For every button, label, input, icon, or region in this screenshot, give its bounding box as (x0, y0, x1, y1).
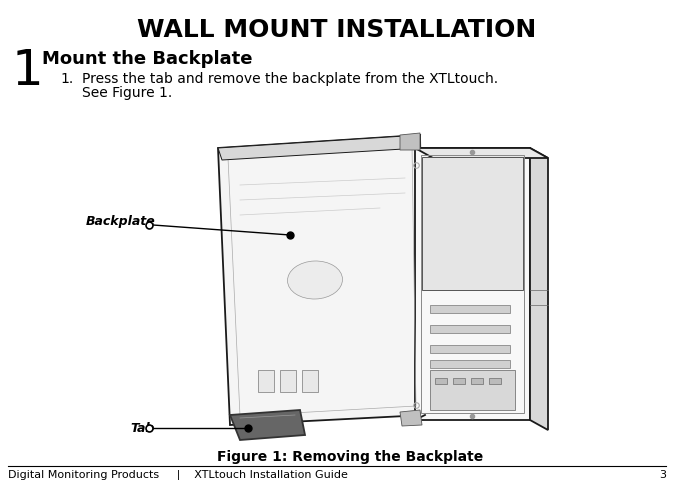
Polygon shape (400, 410, 422, 426)
Bar (258, 370, 274, 392)
Bar (430, 345, 510, 353)
Bar (430, 370, 515, 410)
Text: Mount the Backplate: Mount the Backplate (42, 50, 253, 68)
Bar (430, 325, 510, 333)
Text: Backplate: Backplate (85, 216, 155, 228)
Text: See Figure 1.: See Figure 1. (82, 86, 173, 100)
Text: 3: 3 (659, 470, 666, 480)
Polygon shape (218, 135, 425, 425)
Ellipse shape (288, 261, 342, 299)
Bar (430, 305, 510, 313)
Polygon shape (530, 148, 548, 430)
Polygon shape (230, 410, 305, 440)
Bar (435, 378, 447, 384)
Text: Tab: Tab (131, 421, 155, 434)
Polygon shape (415, 148, 548, 158)
Polygon shape (218, 135, 420, 160)
Bar (302, 370, 318, 392)
Text: Digital Monitoring Products     |    XTLtouch Installation Guide: Digital Monitoring Products | XTLtouch I… (8, 470, 348, 480)
Bar (489, 378, 501, 384)
Bar (471, 378, 483, 384)
Polygon shape (422, 157, 523, 290)
Bar (430, 360, 510, 368)
Polygon shape (415, 148, 530, 420)
Text: Press the tab and remove the backplate from the XTLtouch.: Press the tab and remove the backplate f… (82, 72, 498, 86)
Text: 1.: 1. (60, 72, 73, 86)
Bar (453, 378, 465, 384)
Text: WALL MOUNT INSTALLATION: WALL MOUNT INSTALLATION (137, 18, 537, 42)
Bar (280, 370, 296, 392)
Text: Figure 1: Removing the Backplate: Figure 1: Removing the Backplate (217, 450, 483, 464)
Polygon shape (400, 133, 420, 150)
Text: 1: 1 (12, 47, 44, 95)
